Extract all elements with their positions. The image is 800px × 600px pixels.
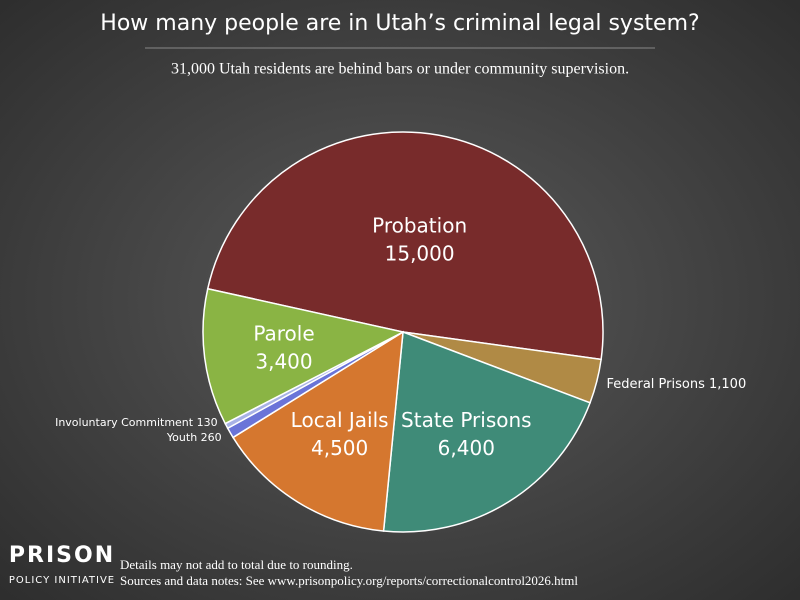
- value-label: 260: [201, 431, 222, 444]
- category-name: Federal Prisons: [606, 376, 705, 391]
- value-label: 6,400: [438, 435, 495, 459]
- note: Details may not add to total due to roun…: [120, 557, 353, 572]
- slice-label: Probation: [372, 213, 467, 237]
- value-label: 15,000: [385, 241, 455, 265]
- pie-slice: [202, 287, 406, 425]
- value-label: 3,400: [255, 349, 312, 373]
- note: Sources and data notes: See www.prisonpo…: [120, 573, 578, 588]
- pie-slice: [232, 330, 404, 532]
- slice-value: 3,400: [255, 349, 312, 373]
- slice-value: 15,000: [385, 241, 455, 265]
- slice-label: Youth 260: [166, 431, 222, 444]
- slice-value: 4,500: [311, 435, 368, 459]
- slice-label: Federal Prisons 1,100: [606, 376, 746, 391]
- slice-label: Local Jails: [291, 407, 389, 431]
- category-name: State Prisons: [401, 407, 532, 431]
- chart-title: How many people are in Utah’s criminal l…: [100, 11, 699, 36]
- value-label: 130: [197, 416, 218, 429]
- logo-top: PRISON: [9, 543, 115, 568]
- category-name: Local Jails: [291, 407, 389, 431]
- value-label: 1,100: [709, 376, 746, 391]
- logo-bottom: POLICY INITIATIVE: [9, 575, 115, 586]
- category-name: Parole: [253, 321, 314, 345]
- chart-subtitle: 31,000 Utah residents are behind bars or…: [171, 61, 629, 78]
- pie: Probation 15,000 Federal Prisons 1,100 Stat…: [55, 131, 746, 533]
- value-label: 4,500: [311, 435, 368, 459]
- category-name: Youth: [166, 431, 197, 444]
- slice-label: Parole: [253, 321, 314, 345]
- pie-slice: [382, 330, 592, 533]
- slice-label: State Prisons: [401, 407, 532, 431]
- category-name: Probation: [372, 213, 467, 237]
- category-name: Involuntary Commitment: [55, 416, 194, 429]
- slice-value: 6,400: [438, 435, 495, 459]
- slice-label: Involuntary Commitment 130: [55, 416, 218, 429]
- pie-slice: [206, 131, 604, 361]
